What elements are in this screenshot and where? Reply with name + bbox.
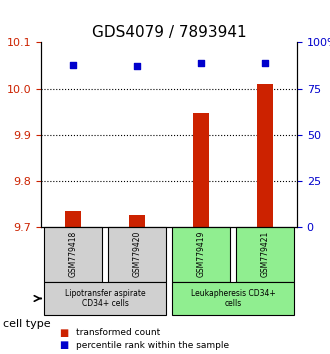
Text: GSM779419: GSM779419 bbox=[197, 231, 206, 278]
FancyBboxPatch shape bbox=[45, 282, 166, 315]
Point bbox=[198, 60, 204, 65]
FancyBboxPatch shape bbox=[236, 227, 294, 282]
Point bbox=[262, 60, 268, 65]
Bar bbox=[257, 84, 273, 227]
Text: cell type: cell type bbox=[3, 319, 51, 329]
FancyBboxPatch shape bbox=[108, 227, 166, 282]
Text: GSM779420: GSM779420 bbox=[133, 231, 142, 278]
Text: GSM779421: GSM779421 bbox=[260, 231, 270, 278]
Bar bbox=[193, 113, 209, 227]
Text: transformed count: transformed count bbox=[76, 328, 160, 337]
Text: GSM779418: GSM779418 bbox=[69, 231, 78, 278]
Text: Leukapheresis CD34+
cells: Leukapheresis CD34+ cells bbox=[191, 289, 276, 308]
Point bbox=[71, 62, 76, 67]
Text: ■: ■ bbox=[59, 340, 69, 350]
Text: ■: ■ bbox=[59, 328, 69, 338]
Text: Lipotransfer aspirate
CD34+ cells: Lipotransfer aspirate CD34+ cells bbox=[65, 289, 146, 308]
Bar bbox=[65, 211, 81, 227]
FancyBboxPatch shape bbox=[172, 227, 230, 282]
Title: GDS4079 / 7893941: GDS4079 / 7893941 bbox=[92, 25, 247, 40]
Text: percentile rank within the sample: percentile rank within the sample bbox=[76, 341, 229, 350]
Bar bbox=[129, 215, 145, 227]
FancyBboxPatch shape bbox=[172, 282, 294, 315]
Point bbox=[135, 64, 140, 69]
FancyBboxPatch shape bbox=[45, 227, 102, 282]
